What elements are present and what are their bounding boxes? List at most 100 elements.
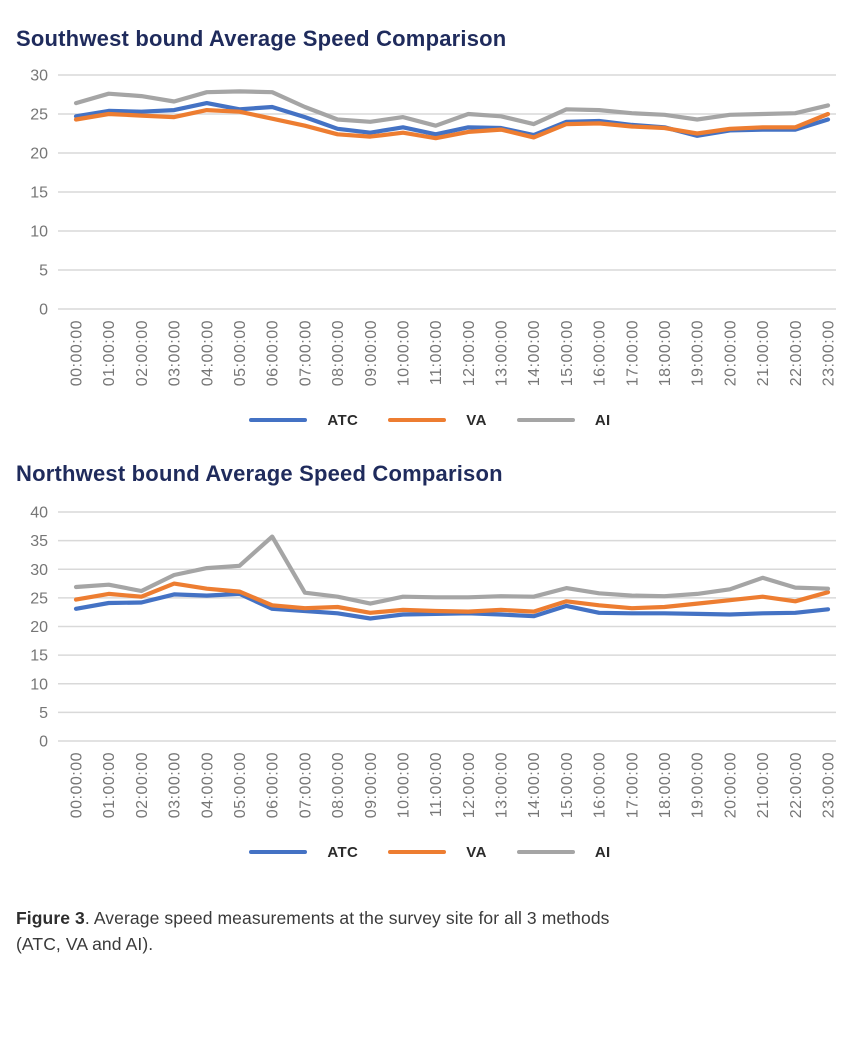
x-tick-label: 01:00:00 — [101, 320, 118, 386]
legend-label: ATC — [327, 843, 359, 861]
x-tick-label: 10:00:00 — [395, 320, 412, 386]
x-tick-label: 16:00:00 — [592, 320, 609, 386]
ai-line — [73, 534, 831, 606]
x-tick-label: 02:00:00 — [134, 752, 151, 818]
legend-line-swatch-va — [388, 849, 447, 855]
x-tick-label: 22:00:00 — [788, 320, 805, 386]
chart-title-northwest: Northwest bound Average Speed Comparison — [16, 461, 503, 486]
x-tick-label: 09:00:00 — [363, 752, 380, 818]
x-tick-label: 19:00:00 — [690, 320, 707, 386]
southwest-x-axis-labels: 00:00:00 01:00:00 02:00:00 03:00:00 04:00:00… — [69, 320, 838, 386]
y-tick-label: 0 — [39, 302, 48, 319]
southwest-plot-area: 0 5 10 15 20 25 30 00:00:00 01:00:00 02:00:00 03:0… — [30, 68, 838, 387]
document-page: Southwest bound Average Speed Comparison… — [16, 26, 844, 958]
chart-canvas-southwest: 0 5 10 15 20 25 30 00:00:00 01:00:00 02:00:00 03:0… — [16, 62, 844, 407]
y-tick-label: 5 — [39, 705, 48, 722]
legend-line-swatch-va — [388, 417, 447, 423]
y-tick-label: 40 — [30, 505, 48, 522]
y-tick-label: 0 — [39, 734, 48, 751]
x-tick-label: 17:00:00 — [624, 752, 641, 818]
legend-label: ATC — [327, 411, 359, 429]
x-tick-label: 23:00:00 — [821, 752, 838, 818]
chart-canvas-northwest: 0 5 10 15 20 25 30 35 40 00:00:00 01:00:00 02:00:00… — [16, 497, 844, 839]
y-tick-label: 25 — [30, 590, 48, 607]
chart-legend-northwest: ATC VA AI — [16, 841, 844, 863]
northwest-gridlines — [58, 511, 836, 742]
x-tick-label: 08:00:00 — [330, 320, 347, 386]
x-tick-label: 13:00:00 — [494, 752, 511, 818]
x-tick-label: 00:00:00 — [69, 320, 86, 386]
x-tick-label: 22:00:00 — [788, 752, 805, 818]
x-tick-label: 14:00:00 — [526, 320, 543, 386]
y-tick-label: 15 — [30, 648, 48, 665]
x-tick-label: 05:00:00 — [232, 320, 249, 386]
legend-label: VA — [466, 843, 487, 861]
x-tick-label: 03:00:00 — [167, 752, 184, 818]
y-tick-label: 30 — [30, 68, 48, 85]
ai-line — [73, 89, 831, 128]
x-tick-label: 01:00:00 — [101, 752, 118, 818]
va-line — [73, 581, 831, 615]
x-tick-label: 06:00:00 — [265, 752, 282, 818]
northwest-x-axis-labels: 00:00:00 01:00:00 02:00:00 03:00:00 04:00:00… — [69, 752, 838, 818]
legend-item-ai: AI — [516, 843, 611, 861]
x-tick-label: 15:00:00 — [559, 320, 576, 386]
chart-block-northwest: Northwest bound Average Speed Comparison… — [16, 461, 844, 863]
legend-line-swatch-atc — [249, 849, 308, 855]
x-tick-label: 11:00:00 — [428, 320, 445, 385]
x-tick-label: 15:00:00 — [559, 752, 576, 818]
northwest-y-axis-labels: 0 5 10 15 20 25 30 35 40 — [30, 505, 48, 751]
x-tick-label: 00:00:00 — [69, 752, 86, 818]
y-tick-label: 20 — [30, 146, 48, 163]
y-tick-label: 10 — [30, 676, 48, 693]
y-tick-label: 5 — [39, 263, 48, 280]
x-tick-label: 02:00:00 — [134, 320, 151, 386]
x-tick-label: 20:00:00 — [722, 752, 739, 818]
figure-caption-label: Figure 3 — [16, 908, 85, 928]
y-tick-label: 10 — [30, 224, 48, 241]
x-tick-label: 12:00:00 — [461, 752, 478, 818]
x-tick-label: 17:00:00 — [624, 320, 641, 386]
atc-line — [73, 591, 831, 621]
chart-legend-southwest: ATC VA AI — [16, 409, 844, 431]
y-tick-label: 15 — [30, 185, 48, 202]
legend-label: VA — [466, 411, 487, 429]
x-tick-label: 04:00:00 — [199, 752, 216, 818]
x-tick-label: 19:00:00 — [690, 752, 707, 818]
x-tick-label: 11:00:00 — [428, 752, 445, 817]
figure-caption-line1: Figure 3. Average speed measurements at … — [16, 908, 610, 928]
x-tick-label: 14:00:00 — [526, 752, 543, 818]
x-tick-label: 18:00:00 — [657, 320, 674, 386]
x-tick-label: 06:00:00 — [265, 320, 282, 386]
y-tick-label: 30 — [30, 562, 48, 579]
legend-item-va: VA — [388, 412, 487, 429]
legend-item-va: VA — [388, 844, 487, 861]
northwest-plot-area: 0 5 10 15 20 25 30 35 40 00:00:00 01:00:00 02:00:00… — [30, 505, 838, 819]
legend-line-swatch-ai — [516, 849, 575, 855]
x-tick-label: 18:00:00 — [657, 752, 674, 818]
x-tick-label: 07:00:00 — [297, 752, 314, 818]
atc-line — [73, 100, 831, 138]
figure-caption: Figure 3. Average speed measurements at … — [16, 905, 844, 958]
x-tick-label: 03:00:00 — [167, 320, 184, 386]
x-tick-label: 07:00:00 — [297, 320, 314, 386]
x-tick-label: 13:00:00 — [494, 320, 511, 386]
y-tick-label: 20 — [30, 619, 48, 636]
x-tick-label: 04:00:00 — [199, 320, 216, 386]
legend-label: AI — [594, 843, 611, 861]
x-tick-label: 21:00:00 — [755, 320, 772, 386]
legend-item-ai: AI — [516, 412, 611, 429]
x-tick-label: 21:00:00 — [755, 752, 772, 818]
va-line — [73, 107, 831, 141]
x-tick-label: 10:00:00 — [395, 752, 412, 818]
legend-line-swatch-atc — [249, 417, 308, 423]
x-tick-label: 23:00:00 — [821, 320, 838, 386]
x-tick-label: 12:00:00 — [461, 320, 478, 386]
x-tick-label: 20:00:00 — [722, 320, 739, 386]
x-tick-label: 16:00:00 — [592, 752, 609, 818]
y-tick-label: 35 — [30, 533, 48, 550]
x-tick-label: 05:00:00 — [232, 752, 249, 818]
figure-caption-text: . Average speed measurements at the surv… — [84, 908, 610, 928]
chart-block-southwest: Southwest bound Average Speed Comparison… — [16, 26, 844, 431]
x-tick-label: 09:00:00 — [363, 320, 380, 386]
